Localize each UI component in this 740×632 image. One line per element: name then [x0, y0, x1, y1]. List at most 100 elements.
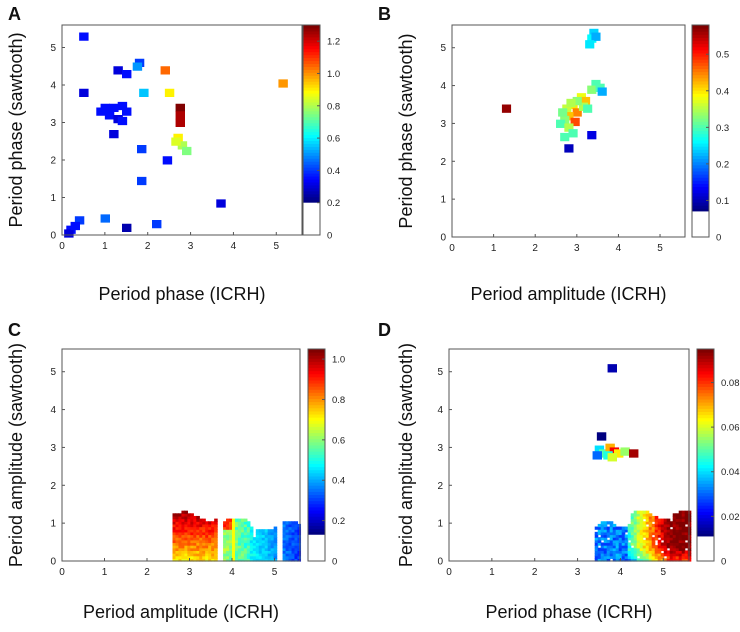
heatmap-cell: [226, 531, 230, 536]
heatmap-cell: [237, 523, 242, 528]
heatmap-cell: [572, 96, 582, 106]
heatmap-cell: [199, 545, 203, 549]
heatmap-cell: [291, 531, 296, 536]
heatmap-cell: [196, 526, 200, 530]
heatmap-cell: [687, 513, 692, 517]
heatmap-cell: [214, 523, 218, 528]
colorbar-segment: [697, 520, 714, 525]
heatmap-cell: [187, 542, 191, 546]
heatmap-cell: [190, 553, 194, 557]
heatmap-cell: [681, 518, 686, 522]
heatmap-cell: [663, 529, 668, 533]
heatmap-cell: [282, 523, 287, 528]
heatmap-cell: [291, 534, 296, 538]
heatmap-cell: [639, 531, 644, 536]
heatmap-cell: [675, 555, 680, 559]
colorbar-segment: [303, 110, 320, 115]
heatmap-cell: [190, 539, 194, 544]
heatmap-cell: [672, 531, 677, 536]
heatmap-cell: [648, 529, 653, 533]
colorbar-segment: [692, 56, 709, 60]
heatmap-cell: [612, 550, 617, 554]
heatmap-cell: [648, 555, 653, 559]
heatmap-cell: [237, 529, 242, 533]
heatmap-cell: [666, 531, 671, 536]
heatmap-cell: [669, 529, 674, 533]
heatmap-cell: [612, 553, 617, 557]
colorbar-segment: [697, 502, 714, 506]
heatmap-cell: [172, 523, 177, 528]
heatmap-cell: [681, 555, 686, 559]
heatmap-cell: [633, 523, 638, 528]
heatmap-cell: [501, 104, 512, 113]
heatmap-cell: [240, 550, 245, 554]
colorbar-segment: [692, 155, 709, 160]
heatmap-cell: [618, 531, 623, 536]
heatmap-cell: [600, 526, 605, 530]
heatmap-cell: [246, 545, 251, 549]
x-tick-label: 5: [272, 567, 278, 578]
colorbar-segment: [692, 34, 709, 38]
heatmap-cell: [654, 523, 659, 528]
heatmap-cell: [291, 542, 296, 546]
colorbar-segment: [692, 96, 709, 101]
heatmap-cell: [585, 40, 595, 49]
heatmap-cell: [297, 558, 302, 562]
heatmap-cell: [249, 537, 254, 541]
heatmap-cell: [642, 555, 647, 559]
heatmap-cell: [258, 550, 263, 554]
colorbar-segment: [697, 495, 714, 500]
colorbar-segment: [697, 349, 714, 353]
heatmap-cell: [175, 542, 180, 546]
heatmap-cell: [285, 553, 290, 557]
heatmap-cell: [651, 531, 656, 536]
colorbar-segment: [692, 31, 709, 35]
heatmap-cell: [255, 547, 260, 551]
heatmap-cell: [178, 531, 183, 536]
heatmap-cell: [645, 539, 650, 544]
colorbar-segment: [303, 170, 320, 174]
heatmap-cell: [240, 537, 245, 541]
x-tick-label: 0: [446, 567, 452, 578]
heatmap-cell: [181, 529, 185, 533]
heatmap-cell: [657, 518, 662, 522]
heatmap-cell: [232, 534, 236, 538]
heatmap-cell: [609, 537, 614, 541]
heatmap-cell: [612, 539, 617, 544]
heatmap-cell: [249, 550, 254, 554]
heatmap-cell: [675, 542, 680, 546]
heatmap-cell: [609, 526, 614, 530]
colorbar-segment: [697, 445, 714, 450]
heatmap-cell: [291, 555, 296, 559]
heatmap-cell: [193, 558, 197, 562]
heatmap-cell: [687, 510, 692, 514]
heatmap-cell: [618, 529, 623, 533]
colorbar-segment: [692, 164, 709, 169]
colorbar-segment: [303, 42, 320, 47]
colorbar-segment: [303, 179, 320, 183]
heatmap-cell: [294, 539, 299, 544]
heatmap-cell: [615, 539, 620, 544]
heatmap-cell: [597, 547, 602, 551]
heatmap-cell: [211, 545, 215, 549]
colorbar-segment: [308, 457, 325, 461]
heatmap-cell: [190, 547, 194, 551]
heatmap-cell: [187, 555, 191, 559]
colorbar-segment: [303, 27, 320, 32]
heatmap-cell: [660, 534, 665, 538]
heatmap-cell: [249, 539, 254, 544]
heatmap-cell: [297, 534, 302, 538]
heatmap-cell: [639, 558, 644, 562]
x-tick-label: 2: [144, 567, 150, 578]
heatmap-cell: [618, 545, 623, 549]
heatmap-cell: [175, 550, 180, 554]
heatmap-cell: [181, 558, 185, 562]
heatmap-cell: [645, 553, 650, 557]
heatmap-cell: [190, 513, 194, 517]
heatmap-cell: [663, 550, 668, 554]
heatmap-cell: [237, 547, 242, 551]
heatmap-cell: [237, 518, 242, 522]
heatmap-cell: [663, 553, 668, 557]
heatmap-cell: [657, 553, 662, 557]
heatmap-cell: [636, 539, 641, 544]
